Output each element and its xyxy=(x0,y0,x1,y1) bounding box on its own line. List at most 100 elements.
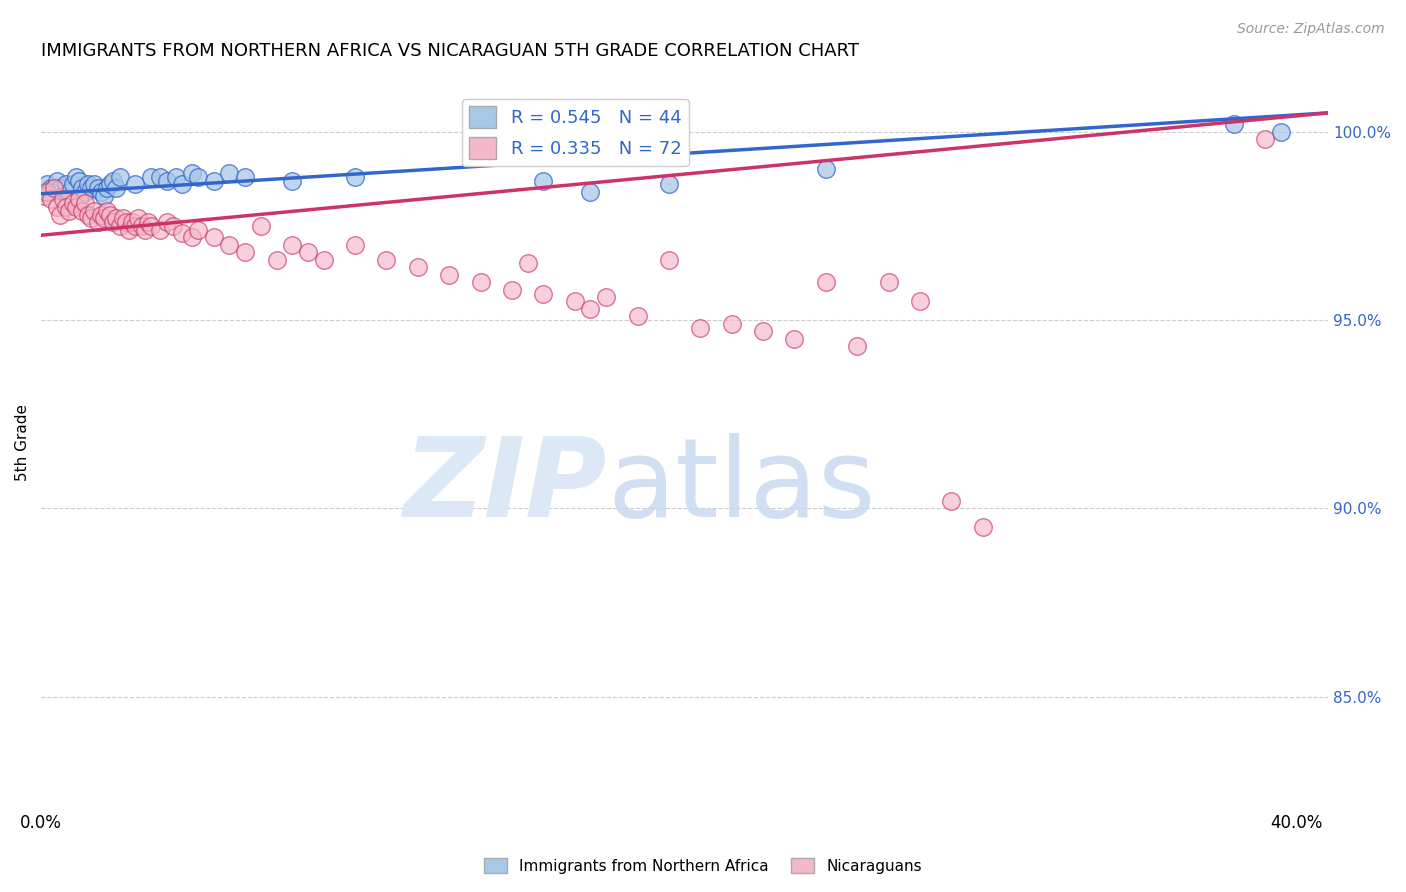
Point xyxy=(42,185,65,199)
Point xyxy=(312,252,335,267)
Point xyxy=(52,188,75,202)
Point xyxy=(37,178,59,192)
Point xyxy=(127,211,149,226)
Point xyxy=(86,181,108,195)
Point xyxy=(162,219,184,233)
Point xyxy=(62,178,84,192)
Point xyxy=(814,276,837,290)
Point xyxy=(108,169,131,184)
Point xyxy=(70,181,93,195)
Point xyxy=(941,493,963,508)
Point xyxy=(80,181,103,195)
Point xyxy=(218,237,240,252)
Point xyxy=(406,260,429,275)
Point xyxy=(52,193,75,207)
Point xyxy=(595,290,617,304)
Point xyxy=(233,169,256,184)
Point xyxy=(83,203,105,218)
Point xyxy=(156,174,179,188)
Point xyxy=(689,320,711,334)
Point xyxy=(55,178,77,192)
Point xyxy=(752,324,775,338)
Point xyxy=(42,181,65,195)
Point xyxy=(187,169,209,184)
Point xyxy=(65,200,87,214)
Point xyxy=(58,185,80,199)
Point xyxy=(187,222,209,236)
Point xyxy=(70,203,93,218)
Text: ZIP: ZIP xyxy=(404,433,607,540)
Point xyxy=(281,174,304,188)
Point xyxy=(877,276,900,290)
Point xyxy=(45,200,67,214)
Point xyxy=(1223,117,1246,131)
Point xyxy=(501,283,523,297)
Point xyxy=(67,193,90,207)
Point xyxy=(103,215,125,229)
Point xyxy=(121,215,143,229)
Point xyxy=(108,219,131,233)
Point xyxy=(658,252,681,267)
Point xyxy=(45,174,67,188)
Point xyxy=(626,310,648,324)
Point xyxy=(136,215,159,229)
Point xyxy=(67,174,90,188)
Y-axis label: 5th Grade: 5th Grade xyxy=(15,404,30,481)
Point xyxy=(1270,125,1292,139)
Text: Source: ZipAtlas.com: Source: ZipAtlas.com xyxy=(1237,22,1385,37)
Point xyxy=(131,219,153,233)
Point xyxy=(77,178,100,192)
Legend: Immigrants from Northern Africa, Nicaraguans: Immigrants from Northern Africa, Nicarag… xyxy=(478,852,928,880)
Point xyxy=(32,188,55,202)
Point xyxy=(516,256,538,270)
Point xyxy=(65,169,87,184)
Point xyxy=(96,203,118,218)
Point xyxy=(180,230,202,244)
Point xyxy=(579,185,602,199)
Point xyxy=(93,188,115,202)
Point xyxy=(139,169,162,184)
Point xyxy=(49,181,72,195)
Point xyxy=(720,317,742,331)
Point xyxy=(55,200,77,214)
Point xyxy=(124,178,146,192)
Point xyxy=(250,219,273,233)
Point xyxy=(134,222,156,236)
Point xyxy=(437,268,460,282)
Point xyxy=(218,166,240,180)
Point xyxy=(111,211,134,226)
Point xyxy=(972,520,994,534)
Point xyxy=(233,245,256,260)
Point xyxy=(1254,132,1277,146)
Point xyxy=(105,211,128,226)
Point xyxy=(531,286,554,301)
Point xyxy=(73,185,96,199)
Point xyxy=(103,174,125,188)
Point xyxy=(98,178,121,192)
Point xyxy=(470,276,492,290)
Point xyxy=(98,208,121,222)
Point xyxy=(105,181,128,195)
Point xyxy=(58,203,80,218)
Legend: R = 0.545   N = 44, R = 0.335   N = 72: R = 0.545 N = 44, R = 0.335 N = 72 xyxy=(463,99,689,167)
Point xyxy=(344,169,367,184)
Point xyxy=(118,222,141,236)
Point xyxy=(124,219,146,233)
Point xyxy=(149,169,172,184)
Point xyxy=(908,294,931,309)
Point xyxy=(375,252,398,267)
Point xyxy=(149,222,172,236)
Point xyxy=(281,237,304,252)
Point xyxy=(39,193,62,207)
Point xyxy=(266,252,288,267)
Text: IMMIGRANTS FROM NORTHERN AFRICA VS NICARAGUAN 5TH GRADE CORRELATION CHART: IMMIGRANTS FROM NORTHERN AFRICA VS NICAR… xyxy=(41,42,859,60)
Point xyxy=(139,219,162,233)
Point xyxy=(115,215,138,229)
Point xyxy=(180,166,202,180)
Point xyxy=(77,208,100,222)
Point xyxy=(579,301,602,316)
Point xyxy=(846,339,869,353)
Point xyxy=(172,178,194,192)
Point xyxy=(165,169,187,184)
Point xyxy=(83,178,105,192)
